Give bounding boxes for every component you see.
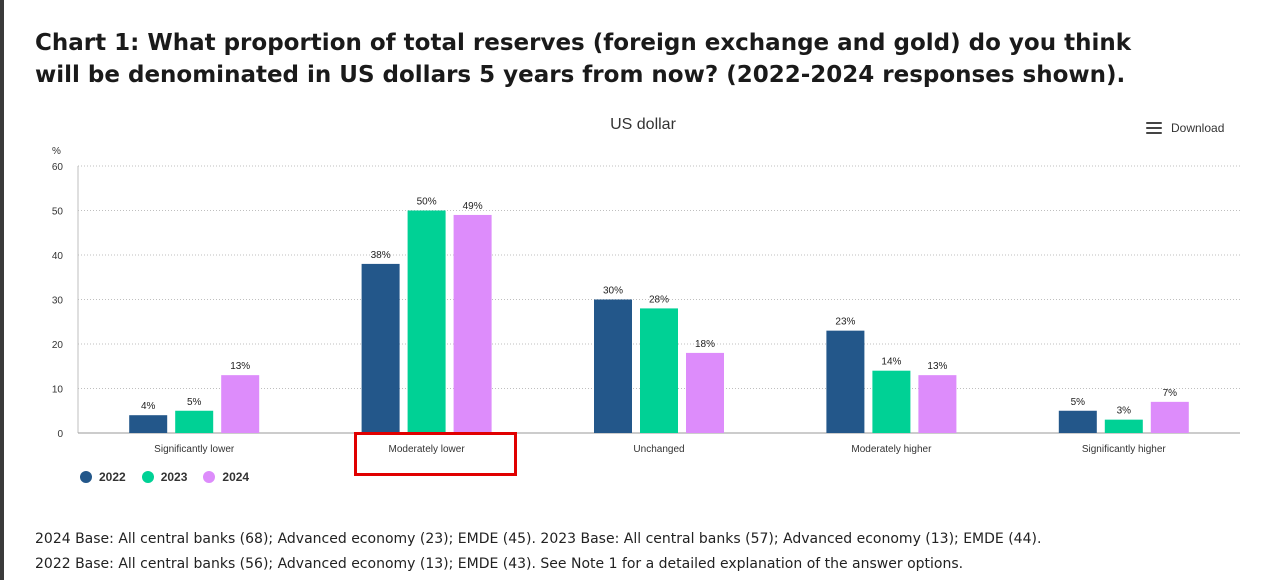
data-label: 5% <box>187 397 202 408</box>
menu-icon <box>1146 122 1162 134</box>
data-label: 28% <box>649 294 669 305</box>
base-note-line: 2024 Base: All central banks (68); Advan… <box>35 531 1042 547</box>
bar-2023 <box>640 308 678 433</box>
window-edge <box>0 0 4 580</box>
data-label: 14% <box>881 357 901 368</box>
bar-2023 <box>872 370 911 433</box>
data-label: 18% <box>695 339 715 350</box>
legend-swatch <box>203 471 216 483</box>
data-label: 13% <box>927 361 947 372</box>
y-tick-label: 10 <box>52 385 64 396</box>
base-note-line: 2022 Base: All central banks (56); Advan… <box>35 556 964 572</box>
bar-2022 <box>129 415 168 433</box>
legend-item-2023[interactable]: 2023 <box>141 470 188 484</box>
data-label: 4% <box>141 401 156 412</box>
x-tick-label: Unchanged <box>633 444 684 455</box>
legend-swatch <box>141 471 154 483</box>
bar-2023 <box>407 210 446 433</box>
bar-2024 <box>686 352 724 433</box>
bar-2023 <box>1104 419 1143 433</box>
data-label: 49% <box>463 201 483 212</box>
bar-2022 <box>361 263 400 433</box>
y-tick-label: 60 <box>52 162 64 173</box>
y-tick-label: 0 <box>57 429 63 440</box>
page-title: Chart 1: What proportion of total reserv… <box>35 30 1132 88</box>
download-label: Download <box>1171 121 1225 135</box>
download-button[interactable]: Download <box>1146 118 1224 138</box>
legend-label: 2022 <box>99 470 126 484</box>
base-notes: 2024 Base: All central banks (68); Advan… <box>35 527 1041 577</box>
bar-2022 <box>594 299 632 433</box>
bar-chart: US dollar% 0 10 20 30 40 50 60 4% 5% 13% Significan… <box>52 116 1240 455</box>
bar-2024 <box>1150 401 1189 433</box>
y-tick-label: 20 <box>52 340 64 351</box>
chart-title: US dollar <box>610 116 676 133</box>
chart-legend: 2022 2023 2024 <box>80 470 249 484</box>
y-tick-label: 50 <box>52 207 64 218</box>
x-tick-label: Significantly higher <box>1082 444 1167 455</box>
y-tick-label: 30 <box>52 296 64 307</box>
data-label: 30% <box>603 286 623 297</box>
data-label: 7% <box>1163 388 1178 399</box>
bar-2023 <box>175 410 214 433</box>
bar-2022 <box>826 330 865 433</box>
data-label: 23% <box>835 317 855 328</box>
legend-label: 2023 <box>160 470 188 484</box>
y-tick-label: 40 <box>52 251 64 262</box>
x-tick-label: Significantly lower <box>154 444 235 455</box>
bar-2024 <box>918 375 957 433</box>
legend-label: 2024 <box>222 470 250 484</box>
x-tick-label: Moderately lower <box>389 444 466 455</box>
x-tick-label: Moderately higher <box>851 444 932 455</box>
legend-swatch <box>80 471 92 483</box>
data-label: 13% <box>230 361 250 372</box>
bar-2022 <box>1058 410 1097 433</box>
data-label: 5% <box>1071 397 1086 408</box>
highlight-annotation-box <box>354 432 517 476</box>
bar-2024 <box>453 214 492 433</box>
data-label: 50% <box>417 197 437 208</box>
data-label: 38% <box>371 250 391 261</box>
y-axis-unit-label: % <box>52 146 61 157</box>
bar-2024 <box>221 375 260 433</box>
data-label: 3% <box>1117 406 1132 417</box>
legend-item-2024[interactable]: 2024 <box>203 470 249 484</box>
legend-item-2022[interactable]: 2022 <box>80 470 126 484</box>
